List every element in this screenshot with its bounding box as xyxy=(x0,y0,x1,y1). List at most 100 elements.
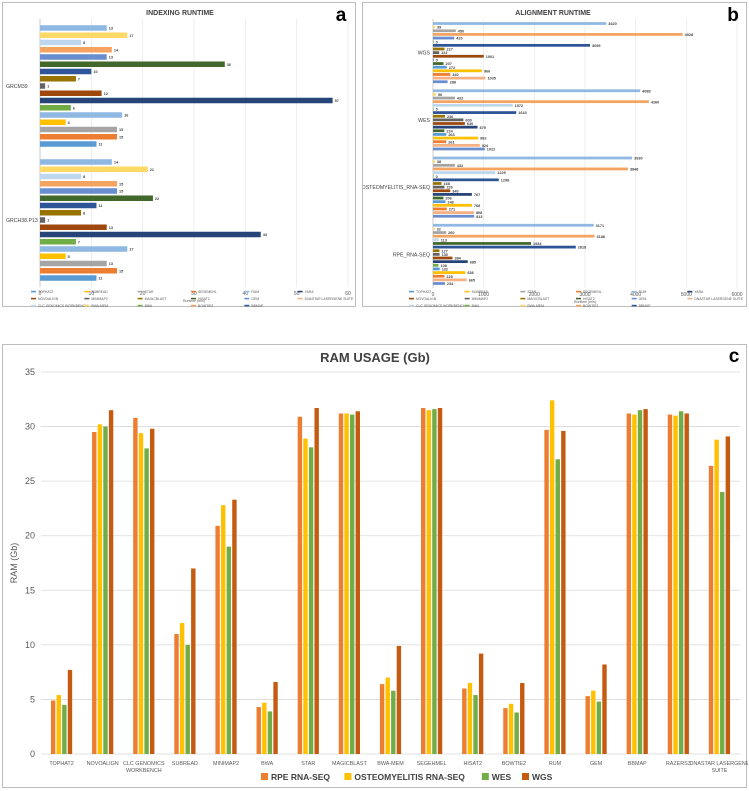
data-label: 8 xyxy=(83,41,85,45)
bar-osteomyelitis-rna-seq xyxy=(221,505,226,754)
legend-swatch xyxy=(84,304,90,307)
bar-bwa xyxy=(433,174,434,178)
bar-segemehl xyxy=(433,207,447,211)
bar-novoalign xyxy=(433,189,451,193)
legend-label: MAGICBLAST xyxy=(527,297,549,301)
data-label: 11 xyxy=(98,143,102,147)
bar-rum xyxy=(40,25,107,31)
y-tick-label: 35 xyxy=(25,367,35,377)
x-tick-label: HISAT2 xyxy=(463,761,481,767)
x-tick-label: MAGICBLAST xyxy=(332,761,367,767)
data-label: 1 xyxy=(47,219,49,223)
data-label: 808 xyxy=(476,211,482,215)
legend-swatch xyxy=(191,297,196,300)
data-label: 4088 xyxy=(642,89,650,93)
bar-bwa xyxy=(433,263,439,267)
data-label: 665 xyxy=(469,278,475,282)
legend-label: HISAT2 xyxy=(198,297,210,301)
legend-label: NOVOALIGN xyxy=(416,297,437,301)
data-label: 113 xyxy=(441,238,447,242)
legend-label: OSTEOMYELITIS RNA-SEQ xyxy=(354,772,465,782)
bar-yara xyxy=(433,193,472,196)
legend-swatch xyxy=(520,297,526,300)
x-tick-label: 1000 xyxy=(478,292,489,298)
bar-wes xyxy=(144,448,149,754)
indexing-runtime-chart: INDEXING RUNTIME a 0 10 20 30 40 50 60 Runtime (m… xyxy=(6,5,354,308)
y-tick-label: 30 xyxy=(25,422,35,432)
legend-swatch xyxy=(244,304,250,307)
legend-swatch xyxy=(191,304,196,307)
data-label: 57 xyxy=(335,99,339,103)
legend-label: RUM xyxy=(251,290,259,294)
y-tick-label: 0 xyxy=(30,749,35,759)
bar-dnastar-lasergene-suite xyxy=(433,76,486,80)
data-label: 132 xyxy=(442,268,448,272)
legend-swatch xyxy=(631,304,637,307)
legend-label: DNASTAR LASERGENE SUITE xyxy=(305,297,354,301)
legend-label: NOVOALIGN xyxy=(38,297,59,301)
data-label: 11 xyxy=(98,204,102,208)
data-label: 6 xyxy=(73,106,75,110)
bar-gem xyxy=(433,282,445,285)
legend-swatch xyxy=(576,304,581,307)
data-label: 206 xyxy=(445,197,451,201)
data-label: 168 xyxy=(444,182,450,186)
bar-bowtie2 xyxy=(433,33,683,36)
bar-rum xyxy=(433,22,607,25)
legend-label: RUM xyxy=(639,290,647,294)
data-label: 892 xyxy=(480,137,486,141)
legend-label: BWA-MEM xyxy=(91,304,108,308)
bar-osteomyelitis-rna-seq xyxy=(138,433,144,754)
bar-bowtie2 xyxy=(40,180,117,187)
bar-wgs xyxy=(520,683,525,754)
panel-letter: a xyxy=(336,5,347,26)
bar-rpe-rna-seq xyxy=(667,414,673,754)
legend-swatch xyxy=(84,290,90,293)
x-tick-label: 3000 xyxy=(579,292,590,298)
bar-rpe-rna-seq xyxy=(297,416,303,754)
chart-title: RAM USAGE (Gb) xyxy=(320,350,430,365)
x-tick-label-line: GEM xyxy=(590,761,603,767)
x-tick-label-line: STAR xyxy=(301,761,315,767)
x-tick-label-line: BWA xyxy=(261,761,273,767)
bar-wgs xyxy=(273,681,278,754)
data-label: 13 xyxy=(109,27,113,31)
legend-swatch xyxy=(409,304,414,307)
legend-swatch xyxy=(409,290,414,293)
legend-label: CLC GENOMICS WORKBENCH xyxy=(38,304,88,308)
bar-novoalign xyxy=(433,54,484,58)
legend-label: BBMAP xyxy=(251,304,264,308)
legend-swatch xyxy=(137,304,143,307)
bar-wgs xyxy=(314,408,319,754)
data-label: 127 xyxy=(441,249,447,253)
bar-gem xyxy=(433,214,475,218)
bar-clc-genomics-workbench xyxy=(433,238,439,242)
data-label: 1 xyxy=(47,85,49,89)
bar-novoalign xyxy=(433,256,453,260)
bar-dnastar-lasergene-suite xyxy=(433,278,467,282)
x-tick-label: SEGEHMEL xyxy=(417,761,447,767)
data-label: 340 xyxy=(452,73,458,77)
legend-label: MINIMAP2 xyxy=(472,297,489,301)
x-tick-label: BWA xyxy=(261,761,273,767)
data-label: 340 xyxy=(452,189,458,193)
x-tick-label: CLC GENOMICS WORKBENCH xyxy=(123,761,165,774)
bar-osteomyelitis-rna-seq xyxy=(426,410,432,754)
bar-rpe-rna-seq xyxy=(421,408,426,754)
x-tick-label: NOVOALIGN xyxy=(87,761,119,767)
bar-segemehl xyxy=(433,274,445,278)
data-label: 879 xyxy=(480,126,486,130)
data-label: 3420 xyxy=(608,22,616,26)
data-label: 13 xyxy=(109,226,113,230)
bar-wgs xyxy=(602,664,607,754)
bar-minimap2 xyxy=(433,51,440,55)
data-label: 130 xyxy=(442,253,448,257)
bar-clc-genomics-workbench xyxy=(40,173,82,180)
bar-osteomyelitis-rna-seq xyxy=(467,683,473,754)
bar-segemehl xyxy=(40,268,117,274)
x-tick-label: 4000 xyxy=(630,292,641,298)
x-tick-label: 0 xyxy=(39,291,42,297)
data-label: 1229 xyxy=(497,171,505,175)
data-label: 768 xyxy=(474,204,480,208)
bar-rum xyxy=(433,89,641,93)
